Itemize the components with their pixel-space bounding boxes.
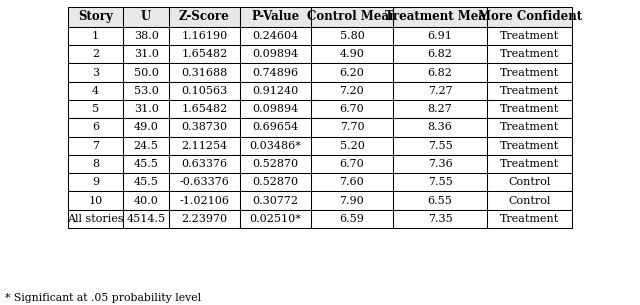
- Text: * Significant at .05 probability level: * Significant at .05 probability level: [5, 293, 201, 303]
